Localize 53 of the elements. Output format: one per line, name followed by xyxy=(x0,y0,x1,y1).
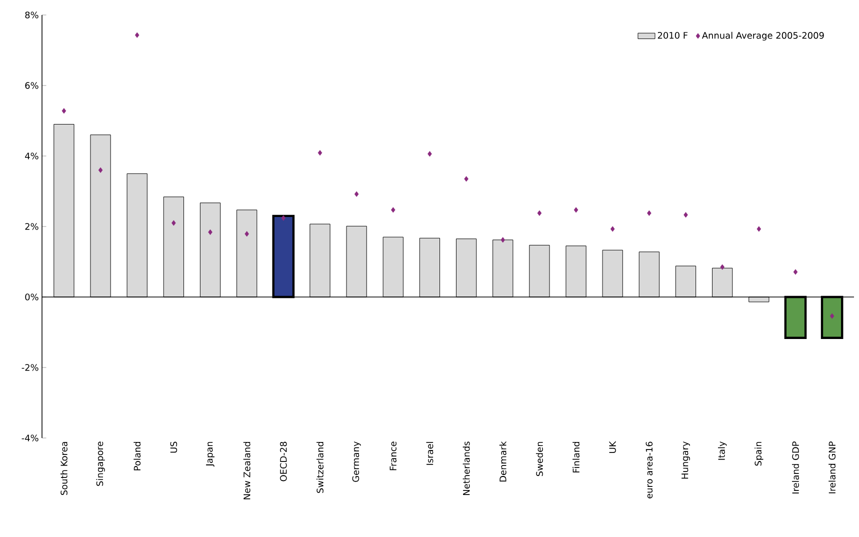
point xyxy=(720,264,724,270)
x-tick-label: Hungary xyxy=(682,441,690,479)
x-tick-label: Singapore xyxy=(96,442,105,486)
point xyxy=(390,207,396,213)
point xyxy=(610,226,615,232)
x-tick-label: US xyxy=(170,442,178,453)
legend-label: 2010 F xyxy=(658,32,688,39)
point xyxy=(208,229,212,235)
point xyxy=(647,210,652,216)
point xyxy=(830,313,834,319)
point xyxy=(428,151,432,157)
point xyxy=(98,167,103,173)
x-tick-label: Switzerland xyxy=(316,442,324,493)
point xyxy=(244,231,249,237)
point xyxy=(134,32,140,38)
point xyxy=(172,220,176,226)
y-tick-label: 4% xyxy=(25,152,38,160)
legend-label: Annual Average 2005-2009 xyxy=(702,32,824,41)
x-tick-label: OECD-28 xyxy=(280,442,287,482)
point xyxy=(354,191,359,197)
x-tick-label: Poland xyxy=(134,442,141,470)
x-tick-label: Italy xyxy=(718,441,727,460)
x-tick-label: Japan xyxy=(206,442,214,467)
x-tick-label: New Zealand xyxy=(243,442,250,500)
point xyxy=(318,150,322,156)
x-tick-label: euro area-16 xyxy=(646,442,653,498)
point xyxy=(574,207,578,213)
point xyxy=(793,269,798,275)
y-tick-label: -2% xyxy=(22,364,38,371)
x-tick-label: France xyxy=(390,442,396,470)
x-tick-label: Israel xyxy=(426,442,434,465)
point xyxy=(756,226,762,232)
point xyxy=(500,237,506,243)
x-tick-label: Ireland GDP xyxy=(792,441,799,494)
x-tick-label: Germany xyxy=(352,441,361,482)
x-tick-label: Spain xyxy=(754,442,764,466)
y-tick-label: -4% xyxy=(22,434,38,442)
point xyxy=(62,108,66,114)
x-tick-label: Denmark xyxy=(499,441,506,482)
point xyxy=(684,212,688,218)
x-tick-label: South Korea xyxy=(60,442,68,495)
y-tick-label: 8% xyxy=(25,12,38,18)
y-tick-label: 2% xyxy=(25,223,38,230)
point xyxy=(281,215,286,221)
point xyxy=(464,176,468,182)
x-tick-label: Sweden xyxy=(536,442,543,476)
point xyxy=(537,210,542,216)
y-tick-label: 0% xyxy=(25,294,38,300)
x-tick-label: UK xyxy=(609,441,616,453)
x-tick-label: Ireland GNP xyxy=(828,441,836,494)
x-tick-label: Netherlands xyxy=(462,442,470,495)
x-tick-label: Finland xyxy=(572,442,580,472)
y-tick-label: 6% xyxy=(25,82,38,89)
